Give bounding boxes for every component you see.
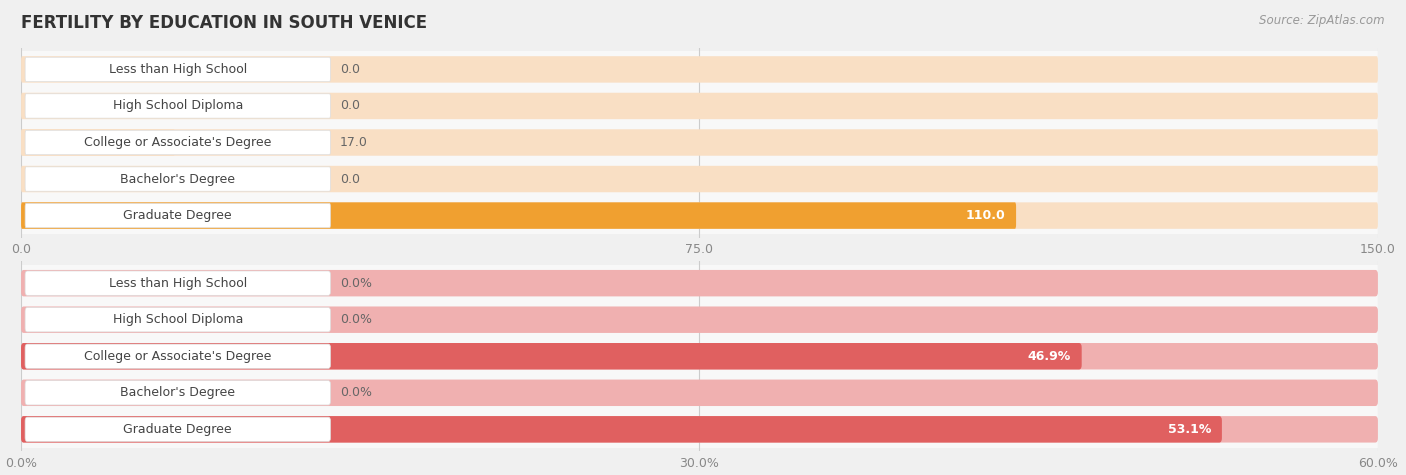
FancyBboxPatch shape	[25, 380, 330, 405]
FancyBboxPatch shape	[25, 167, 330, 191]
FancyBboxPatch shape	[21, 343, 1081, 370]
Bar	[21, 374, 1378, 411]
FancyBboxPatch shape	[25, 271, 330, 295]
FancyBboxPatch shape	[21, 416, 1222, 443]
FancyBboxPatch shape	[21, 306, 1378, 333]
FancyBboxPatch shape	[21, 416, 1378, 443]
FancyBboxPatch shape	[21, 380, 1378, 406]
Bar	[21, 338, 1378, 374]
Text: Bachelor's Degree: Bachelor's Degree	[121, 386, 235, 399]
Text: Graduate Degree: Graduate Degree	[124, 423, 232, 436]
FancyBboxPatch shape	[25, 203, 330, 228]
FancyBboxPatch shape	[25, 307, 330, 332]
Text: College or Associate's Degree: College or Associate's Degree	[84, 136, 271, 149]
FancyBboxPatch shape	[21, 56, 1378, 83]
Text: 0.0: 0.0	[340, 172, 360, 186]
Text: High School Diploma: High School Diploma	[112, 313, 243, 326]
Text: 0.0: 0.0	[340, 99, 360, 113]
Text: College or Associate's Degree: College or Associate's Degree	[84, 350, 271, 363]
FancyBboxPatch shape	[21, 343, 1378, 370]
FancyBboxPatch shape	[25, 130, 330, 155]
Text: 53.1%: 53.1%	[1167, 423, 1211, 436]
Bar	[21, 161, 1378, 197]
Text: Graduate Degree: Graduate Degree	[124, 209, 232, 222]
FancyBboxPatch shape	[21, 93, 1378, 119]
FancyBboxPatch shape	[21, 270, 1378, 296]
Text: High School Diploma: High School Diploma	[112, 99, 243, 113]
Text: 0.0%: 0.0%	[340, 313, 373, 326]
Bar	[21, 265, 1378, 302]
Text: 0.0%: 0.0%	[340, 386, 373, 399]
Text: Less than High School: Less than High School	[108, 63, 247, 76]
Text: 46.9%: 46.9%	[1028, 350, 1071, 363]
Bar	[21, 88, 1378, 124]
Text: 17.0: 17.0	[340, 136, 368, 149]
Bar	[21, 302, 1378, 338]
Text: Less than High School: Less than High School	[108, 276, 247, 290]
FancyBboxPatch shape	[25, 94, 330, 118]
Bar	[21, 197, 1378, 234]
Text: 110.0: 110.0	[966, 209, 1005, 222]
Bar	[21, 51, 1378, 88]
Bar	[21, 411, 1378, 447]
FancyBboxPatch shape	[21, 129, 1378, 156]
Text: FERTILITY BY EDUCATION IN SOUTH VENICE: FERTILITY BY EDUCATION IN SOUTH VENICE	[21, 14, 427, 32]
Bar	[21, 124, 1378, 161]
FancyBboxPatch shape	[21, 202, 1378, 229]
Text: Source: ZipAtlas.com: Source: ZipAtlas.com	[1260, 14, 1385, 27]
Text: 0.0%: 0.0%	[340, 276, 373, 290]
FancyBboxPatch shape	[25, 344, 330, 369]
FancyBboxPatch shape	[25, 417, 330, 441]
Text: 0.0: 0.0	[340, 63, 360, 76]
FancyBboxPatch shape	[21, 202, 1017, 229]
FancyBboxPatch shape	[25, 57, 330, 82]
FancyBboxPatch shape	[21, 129, 174, 156]
FancyBboxPatch shape	[21, 166, 1378, 192]
Text: Bachelor's Degree: Bachelor's Degree	[121, 172, 235, 186]
